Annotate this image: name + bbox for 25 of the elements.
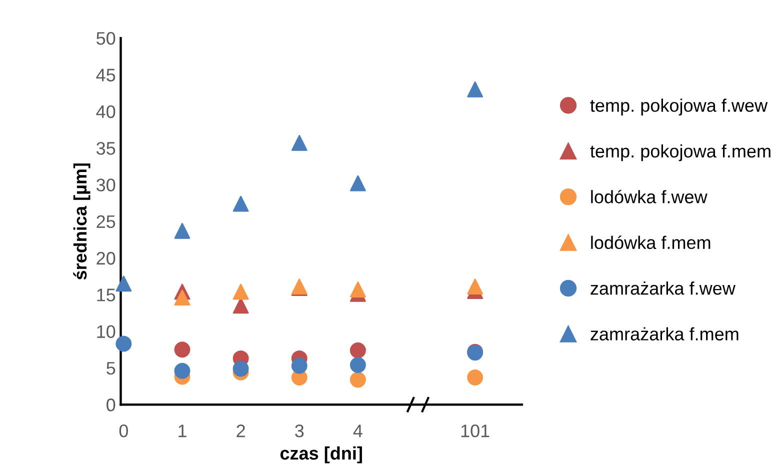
y-tick-label: 35 [96, 142, 116, 155]
x-tick-label: 0 [119, 424, 128, 438]
x-axis-title: czas [dni] [280, 446, 362, 464]
y-tick-label: 0 [106, 398, 116, 412]
legend-label: lodówka f.mem [591, 236, 710, 250]
y-axis-title: średnica [µm] [73, 163, 90, 280]
x-tick-label: 3 [295, 424, 304, 438]
legend-label: zamrażarka f.mem [590, 327, 738, 340]
x-tick-label: 4 [353, 424, 362, 438]
x-tick-label: 101 [461, 424, 490, 438]
legend-label: zamrażarka f.wew [590, 282, 736, 295]
y-tick-label: 15 [97, 288, 116, 302]
legend-label: lodówka f.wew [591, 190, 708, 204]
legend-label: temp. pokojowa f.wew [590, 98, 768, 116]
y-tick-label: 10 [97, 325, 116, 338]
y-tick-label: 45 [96, 68, 116, 82]
y-tick-label: 50 [96, 32, 116, 45]
y-tick-label: 40 [96, 105, 116, 118]
legend-label: temp. pokojowa f.mem [590, 144, 770, 162]
x-tick-label: 1 [178, 424, 186, 438]
y-tick-label: 25 [96, 215, 116, 228]
y-tick-label: 20 [96, 252, 116, 265]
y-tick-label: 5 [106, 362, 116, 375]
y-tick-label: 30 [96, 178, 116, 192]
x-tick-label: 2 [236, 424, 245, 438]
